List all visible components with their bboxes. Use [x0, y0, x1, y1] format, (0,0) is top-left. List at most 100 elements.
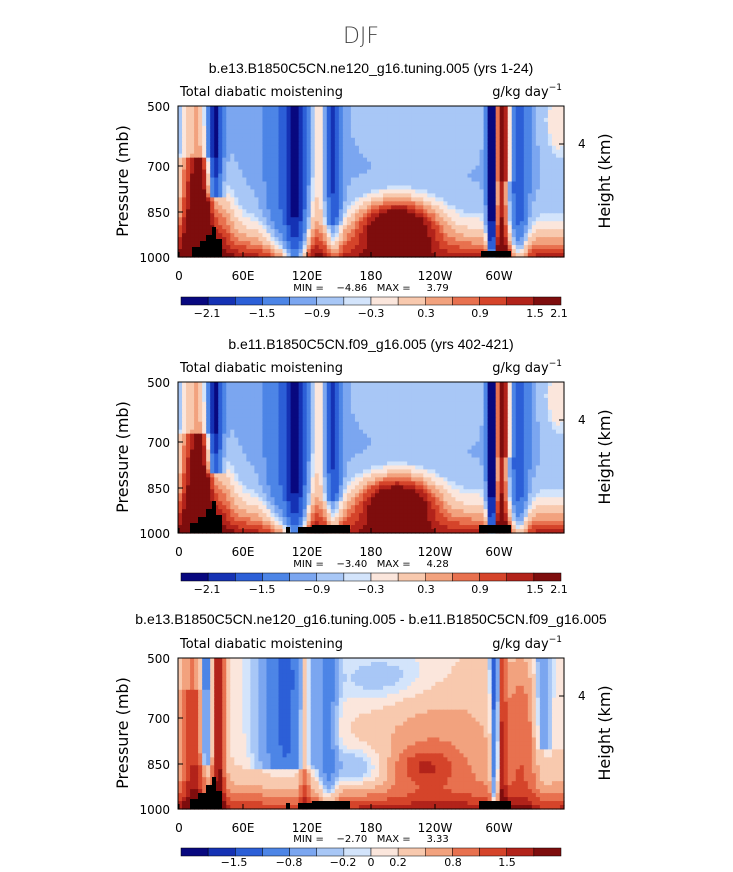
- field-cell: [519, 413, 525, 419]
- field-cell: [306, 233, 312, 238]
- field-cell: [407, 413, 412, 419]
- field-cell: [511, 121, 517, 127]
- field-cell: [366, 125, 372, 131]
- field-cell: [531, 137, 537, 143]
- field-cell: [310, 113, 316, 119]
- field-cell: [447, 169, 453, 175]
- field-cell: [455, 217, 461, 222]
- field-cell: [435, 245, 440, 250]
- x-tick-label: 120E: [292, 269, 323, 283]
- colorbar-swatch: [425, 296, 453, 306]
- field-cell: [547, 217, 553, 222]
- field-cell: [178, 385, 183, 391]
- field-cell: [270, 225, 276, 230]
- field-cell: [447, 221, 453, 226]
- field-cell: [419, 193, 424, 198]
- field-cell: [266, 185, 272, 191]
- field-cell: [358, 197, 364, 202]
- field-cell: [383, 401, 388, 407]
- field-cell: [507, 209, 513, 214]
- field-cell: [511, 229, 517, 234]
- field-cell: [190, 173, 195, 179]
- field-cell: [326, 382, 332, 387]
- field-cell: [330, 157, 336, 163]
- field-cell: [230, 389, 235, 395]
- field-cell: [198, 209, 203, 214]
- field-cell: [555, 181, 561, 187]
- field-cell: [258, 137, 264, 143]
- field-cell: [358, 121, 364, 127]
- field-cell: [487, 113, 493, 119]
- field-cell: [206, 129, 211, 135]
- field-cell: [503, 389, 509, 395]
- field-cell: [447, 382, 453, 387]
- field-cell: [395, 397, 400, 403]
- field-cell: [507, 225, 513, 230]
- field-cell: [547, 117, 553, 123]
- field-cell: [415, 233, 420, 238]
- field-cell: [282, 217, 288, 222]
- field-cell: [415, 249, 420, 254]
- field-cell: [415, 425, 420, 431]
- field-cell: [467, 193, 473, 198]
- field-cell: [326, 109, 332, 115]
- field-cell: [535, 253, 541, 258]
- field-cell: [471, 237, 477, 242]
- field-cell: [491, 393, 497, 399]
- field-cell: [338, 245, 344, 250]
- field-cell: [403, 249, 408, 254]
- field-cell: [310, 201, 316, 206]
- field-cell: [475, 181, 481, 187]
- field-cell: [419, 157, 424, 163]
- field-cell: [535, 393, 541, 399]
- field-cell: [491, 429, 497, 435]
- field-cell: [346, 241, 352, 246]
- field-cell: [334, 106, 340, 111]
- field-cell: [266, 125, 272, 131]
- field-cell: [511, 421, 517, 427]
- field-cell: [427, 169, 432, 175]
- field-cell: [487, 109, 493, 115]
- field-cell: [222, 417, 227, 423]
- field-cell: [306, 425, 312, 431]
- field-cell: [306, 409, 312, 415]
- field-cell: [495, 241, 501, 246]
- field-cell: [419, 149, 424, 155]
- field-cell: [318, 165, 324, 171]
- field-cell: [487, 237, 493, 242]
- field-cell: [310, 245, 316, 250]
- field-cell: [443, 109, 448, 115]
- field-cell: [230, 165, 235, 171]
- field-cell: [218, 165, 223, 171]
- field-cell: [427, 409, 432, 415]
- field-cell: [379, 133, 384, 139]
- field-cell: [495, 117, 501, 123]
- field-cell: [387, 201, 392, 206]
- field-cell: [210, 141, 215, 147]
- field-cell: [459, 245, 465, 250]
- field-cell: [423, 413, 428, 419]
- field-cell: [471, 145, 477, 151]
- field-cell: [475, 121, 481, 127]
- field-cell: [338, 125, 344, 131]
- field-cell: [483, 145, 489, 151]
- field-cell: [350, 425, 356, 431]
- field-cell: [250, 193, 255, 198]
- field-cell: [198, 225, 203, 230]
- field-cell: [515, 233, 521, 238]
- field-cell: [555, 157, 561, 163]
- field-cell: [503, 209, 509, 214]
- field-cell: [322, 117, 328, 123]
- field-cell: [338, 382, 344, 387]
- field-cell: [298, 141, 304, 147]
- field-cell: [178, 213, 183, 218]
- field-cell: [274, 233, 280, 238]
- field-cell: [547, 197, 553, 202]
- field-cell: [487, 401, 493, 407]
- field-cell: [310, 125, 316, 131]
- field-cell: [451, 249, 457, 254]
- field-cell: [366, 165, 372, 171]
- field-cell: [475, 149, 481, 155]
- field-cell: [274, 201, 280, 206]
- field-cell: [391, 121, 396, 127]
